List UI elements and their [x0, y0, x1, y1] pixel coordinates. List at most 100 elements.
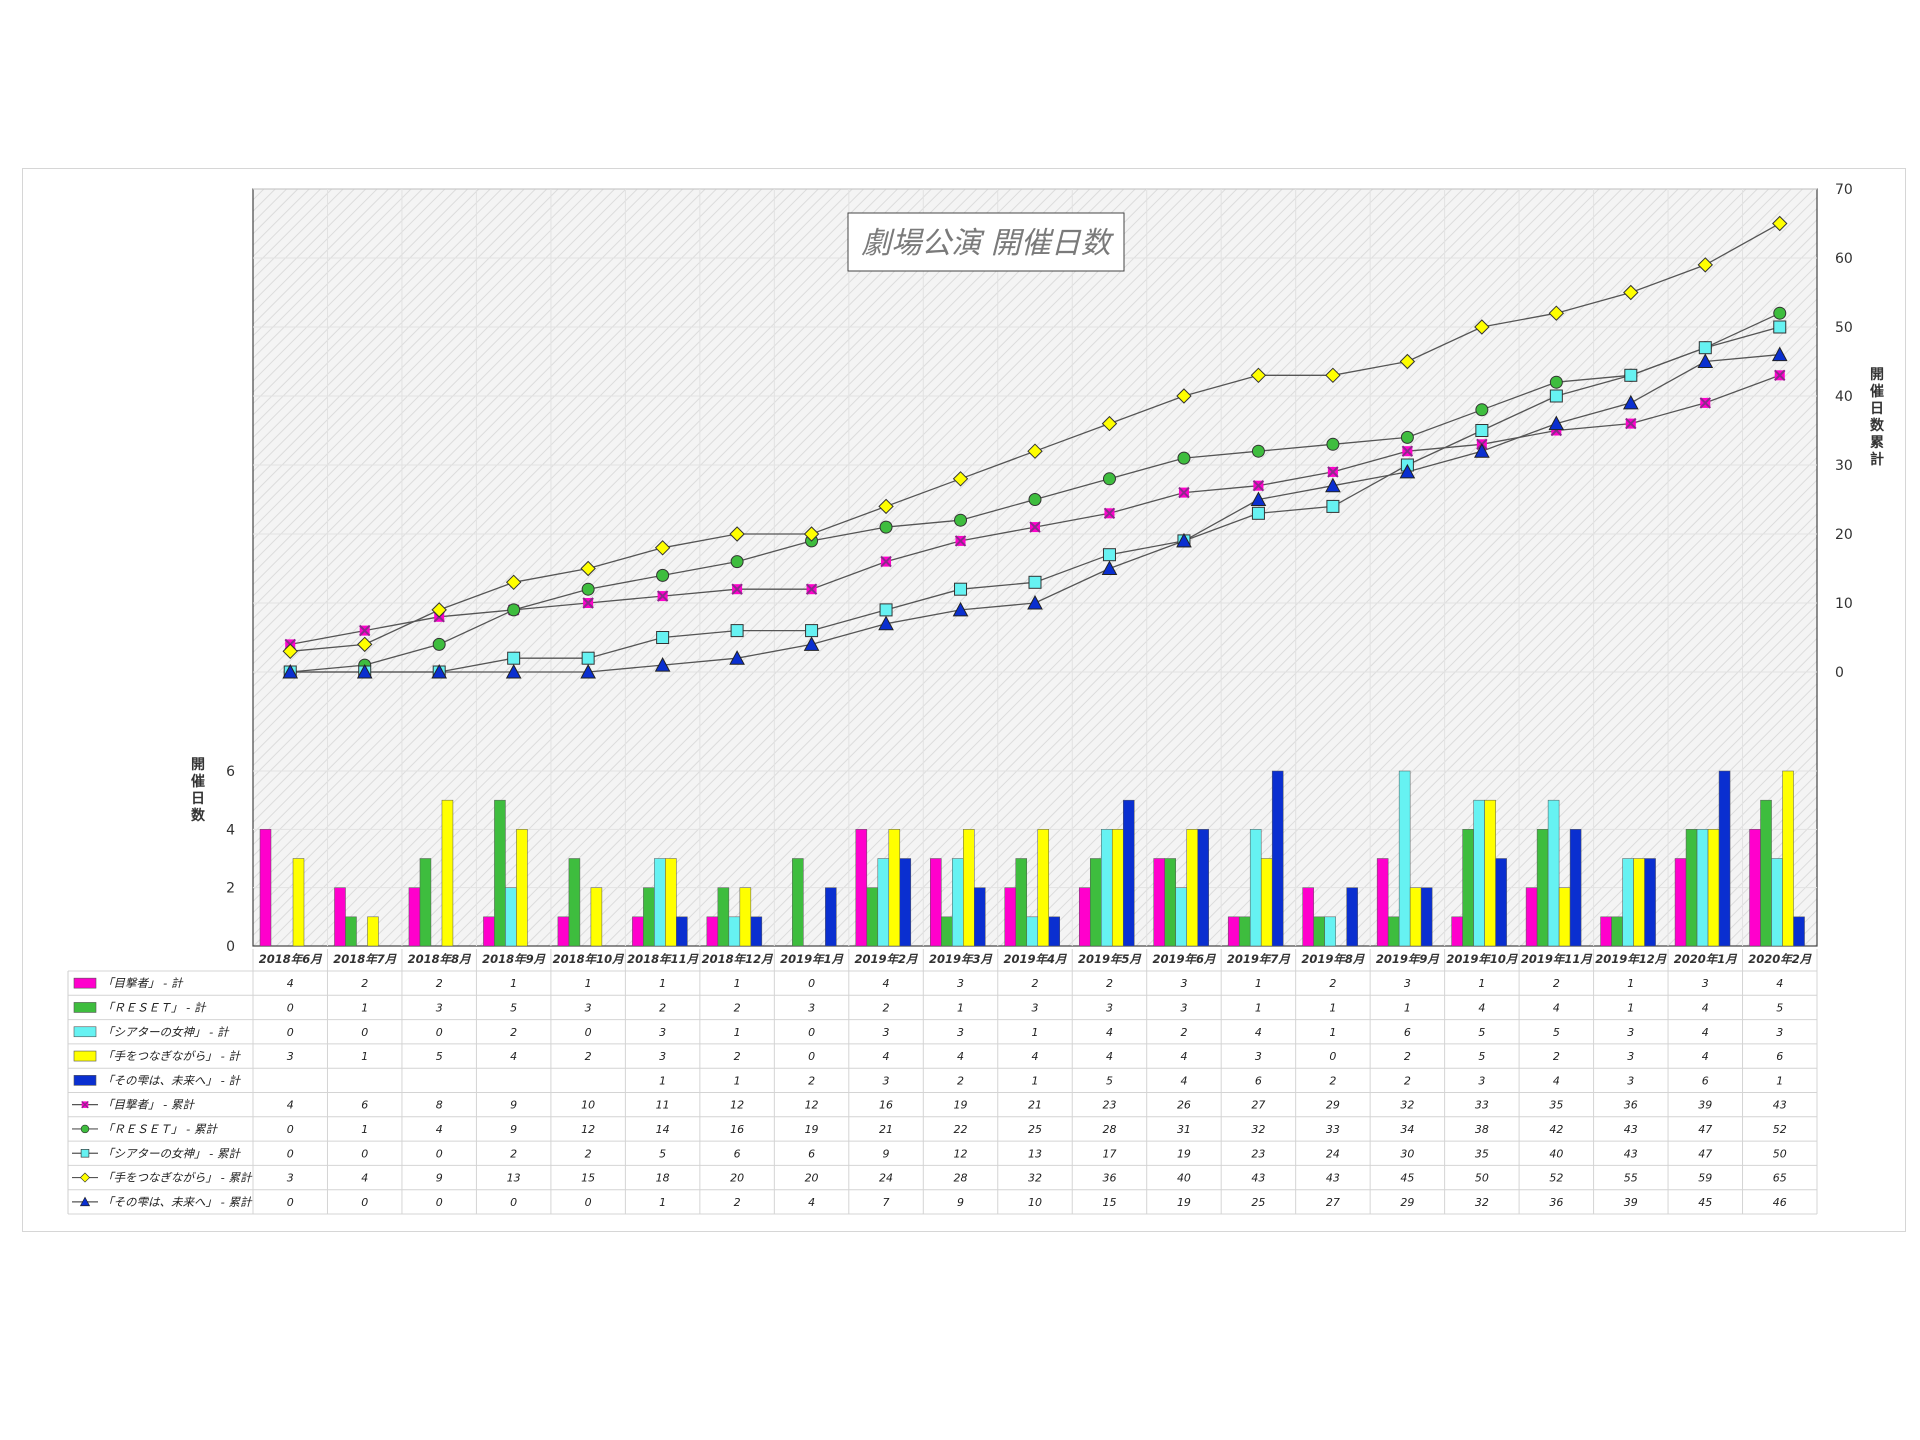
table-cell: 0 [287, 1123, 294, 1136]
table-cell: 1 [585, 977, 592, 990]
table-cell: 5 [1106, 1074, 1113, 1087]
point-marker [81, 1100, 89, 1109]
bar [930, 858, 942, 947]
bar [1260, 858, 1273, 947]
table-cell: 5 [1776, 1001, 1783, 1014]
table-cell: 2 [1404, 1050, 1411, 1063]
table-cell: 45 [1400, 1172, 1414, 1185]
marker-cross [1699, 397, 1711, 409]
bar [1089, 858, 1102, 947]
point-marker [1250, 367, 1267, 384]
table-cell: 3 [957, 977, 964, 990]
bar [1633, 858, 1645, 947]
bar [1558, 887, 1571, 947]
bar [1674, 858, 1687, 947]
table-cell: 0 [436, 1147, 443, 1160]
point-marker [656, 568, 670, 582]
bar [1111, 829, 1124, 947]
table-cell: 2 [1032, 977, 1039, 990]
point-marker [1400, 430, 1414, 444]
table-cell: 2 [734, 1050, 741, 1063]
legend-key-bar [73, 1075, 97, 1086]
table-cell: 1 [1627, 1001, 1634, 1014]
table-cell: 36 [1102, 1172, 1116, 1185]
point-marker [1327, 466, 1339, 478]
table-cell: 50 [1773, 1147, 1787, 1160]
table-cell: 2 [1404, 1074, 1411, 1087]
table-cell: 11 [656, 1099, 670, 1112]
bar [1164, 858, 1176, 947]
table-cell: 1 [1032, 1026, 1039, 1039]
table-cell: 0 [436, 1026, 443, 1039]
table-cell: 1 [1776, 1074, 1783, 1087]
bar [1238, 916, 1251, 947]
table-cell: 6 [1404, 1026, 1411, 1039]
chart-frame: 0 10 20 30 40 50 60 70 0 2 4 6 開催日数開催日数累計 2018年6月 2018… [22, 168, 1906, 1232]
left-axis-title-char: 催 [191, 773, 205, 790]
right-axis-title-char: 日 [1870, 401, 1884, 417]
point-marker [581, 582, 595, 596]
point-marker [880, 555, 892, 568]
table-cell: 33 [1475, 1099, 1489, 1112]
table-cell: 10 [581, 1099, 595, 1112]
point-marker [1474, 443, 1490, 458]
table-cell: 3 [1180, 1001, 1187, 1014]
right-axis-title-char: 開 [1870, 367, 1884, 383]
table-cell: 52 [1773, 1123, 1787, 1136]
bar [292, 858, 305, 947]
bar [1175, 887, 1187, 947]
point-marker [80, 1124, 90, 1134]
table-cell: 0 [808, 1026, 815, 1039]
bar [1793, 916, 1805, 947]
bar [877, 858, 890, 947]
point-marker [879, 603, 893, 617]
bar [1771, 858, 1783, 947]
table-row-label: 「目撃者」 - 累計 [102, 1098, 195, 1112]
table-row-label: 「ＲＥＳＥＴ」 - 累計 [102, 1122, 218, 1136]
point-marker [731, 583, 743, 595]
bar [1302, 887, 1314, 947]
table-cell: 1 [361, 1123, 368, 1136]
bar [367, 916, 379, 947]
table-cell: 59 [1698, 1172, 1712, 1185]
point-marker [1252, 479, 1265, 492]
point-marker [1029, 521, 1041, 533]
bar [825, 887, 837, 947]
table-cell: 0 [1329, 1050, 1336, 1063]
point-marker [1101, 560, 1118, 575]
table-cell: 23 [1251, 1147, 1265, 1160]
table-cell: 0 [287, 1001, 294, 1014]
category-label: 2020年1月 [1674, 952, 1738, 966]
table-cell: 13 [1028, 1147, 1042, 1160]
table-cell: 65 [1773, 1172, 1787, 1185]
point-marker [1177, 451, 1191, 465]
table-cell: 39 [1698, 1099, 1712, 1112]
table-cell: 1 [1478, 977, 1485, 990]
left-axis-tick-label: 2 [226, 881, 235, 897]
point-marker [507, 651, 521, 665]
bar [739, 887, 752, 947]
table-cell: 36 [1624, 1099, 1638, 1112]
right-axis-tick-label: 50 [1835, 320, 1853, 336]
table-cell: 27 [1326, 1196, 1340, 1209]
right-axis-tick-label: 30 [1835, 458, 1853, 474]
table-cell: 1 [510, 977, 517, 990]
point-marker [1697, 353, 1714, 368]
point-marker [1771, 346, 1788, 362]
table-cell: 3 [1180, 977, 1187, 990]
table-cell: 32 [1028, 1172, 1042, 1185]
bar [1696, 829, 1709, 947]
table-cell: 15 [1102, 1196, 1116, 1209]
table-cell: 1 [734, 1074, 741, 1087]
table-cell: 0 [287, 1196, 294, 1209]
table-cell: 6 [1776, 1050, 1783, 1063]
bar [1462, 829, 1474, 947]
table-cell: 4 [883, 1050, 890, 1063]
bar [941, 916, 953, 947]
table-cell: 36 [1549, 1196, 1563, 1209]
bar [1600, 916, 1612, 947]
point-marker [1101, 415, 1118, 432]
table-cell: 0 [361, 1196, 368, 1209]
point-marker [1624, 368, 1638, 382]
table-cell: 4 [883, 977, 890, 990]
